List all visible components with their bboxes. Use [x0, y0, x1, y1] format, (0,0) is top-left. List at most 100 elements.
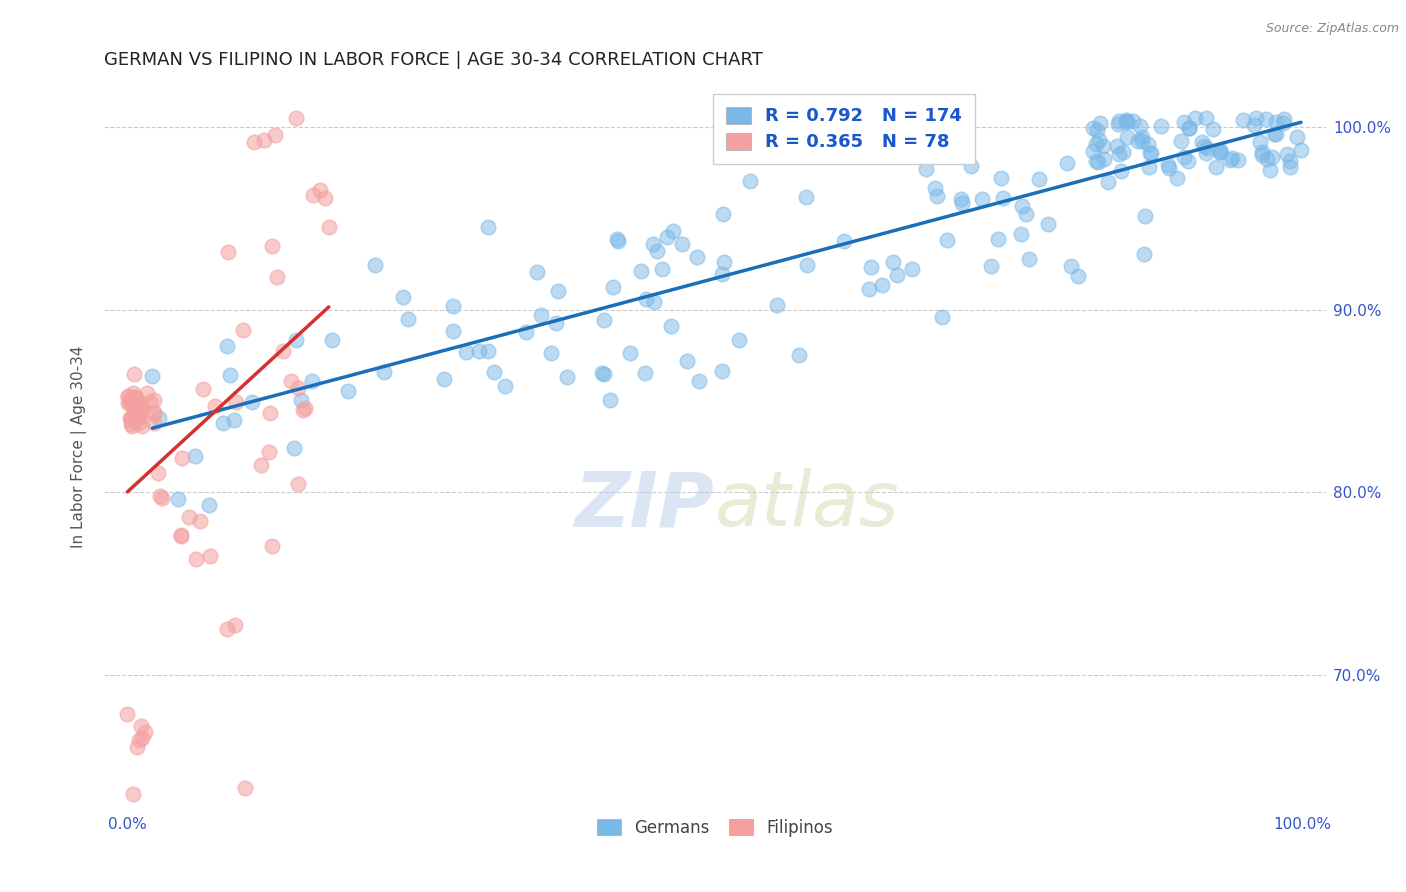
Point	[134, 725, 156, 739]
Point	[120, 413, 142, 427]
Point	[987, 232, 1010, 246]
Point	[468, 343, 491, 358]
Point	[676, 354, 699, 368]
Point	[659, 319, 682, 334]
Point	[1067, 269, 1090, 284]
Point	[198, 498, 221, 512]
Point	[128, 732, 150, 747]
Point	[1205, 160, 1227, 174]
Point	[602, 280, 624, 294]
Point	[131, 418, 153, 433]
Point	[131, 731, 153, 745]
Point	[396, 312, 419, 326]
Point	[1137, 160, 1160, 174]
Point	[121, 386, 143, 401]
Point	[1227, 153, 1250, 168]
Point	[924, 181, 946, 195]
Point	[1194, 111, 1216, 125]
Point	[117, 706, 139, 721]
Point	[671, 237, 693, 252]
Point	[125, 740, 148, 755]
Point	[530, 308, 553, 322]
Point	[1184, 111, 1206, 125]
Point	[139, 394, 162, 409]
Point	[1201, 121, 1223, 136]
Point	[970, 192, 993, 206]
Point	[364, 258, 387, 272]
Point	[212, 416, 235, 430]
Point	[1097, 175, 1119, 189]
Point	[131, 402, 153, 417]
Point	[128, 410, 150, 425]
Point	[1111, 145, 1133, 160]
Point	[1133, 247, 1156, 261]
Point	[980, 259, 1002, 273]
Point	[224, 618, 246, 632]
Point	[686, 250, 709, 264]
Point	[314, 191, 336, 205]
Point	[607, 234, 630, 248]
Point	[599, 393, 621, 408]
Point	[1115, 113, 1137, 128]
Point	[886, 268, 908, 282]
Point	[1139, 146, 1161, 161]
Point	[1246, 112, 1268, 126]
Point	[630, 264, 652, 278]
Text: atlas: atlas	[716, 468, 900, 542]
Point	[1056, 156, 1078, 170]
Point	[129, 405, 152, 419]
Point	[1018, 252, 1040, 267]
Point	[641, 236, 664, 251]
Point	[1115, 113, 1137, 128]
Point	[122, 405, 145, 419]
Point	[198, 549, 221, 563]
Point	[218, 368, 240, 383]
Point	[915, 161, 938, 176]
Point	[606, 232, 628, 246]
Point	[796, 258, 818, 272]
Point	[120, 412, 142, 426]
Point	[1094, 152, 1116, 166]
Point	[1137, 136, 1160, 151]
Point	[1173, 150, 1195, 164]
Point	[188, 514, 211, 528]
Point	[634, 292, 657, 306]
Point	[1256, 112, 1278, 126]
Point	[117, 390, 139, 404]
Point	[740, 174, 762, 188]
Text: ZIP: ZIP	[575, 468, 716, 542]
Point	[1105, 139, 1128, 153]
Point	[1279, 160, 1302, 174]
Point	[120, 392, 142, 407]
Point	[1264, 128, 1286, 142]
Point	[280, 374, 302, 388]
Point	[179, 510, 201, 524]
Point	[482, 366, 505, 380]
Point	[259, 406, 281, 420]
Point	[257, 444, 280, 458]
Point	[290, 393, 312, 408]
Point	[1084, 153, 1107, 168]
Point	[122, 367, 145, 381]
Point	[308, 184, 330, 198]
Point	[142, 392, 165, 407]
Point	[129, 719, 152, 733]
Point	[266, 269, 288, 284]
Point	[120, 417, 142, 431]
Point	[1209, 143, 1232, 157]
Point	[495, 379, 517, 393]
Point	[301, 374, 323, 388]
Point	[143, 407, 166, 421]
Point	[172, 450, 194, 465]
Point	[1122, 114, 1144, 128]
Point	[1115, 115, 1137, 129]
Point	[128, 416, 150, 430]
Point	[285, 333, 308, 347]
Point	[141, 368, 163, 383]
Point	[120, 393, 142, 408]
Point	[1194, 146, 1216, 161]
Point	[294, 401, 316, 416]
Point	[1249, 135, 1271, 149]
Point	[204, 399, 226, 413]
Point	[1083, 145, 1105, 159]
